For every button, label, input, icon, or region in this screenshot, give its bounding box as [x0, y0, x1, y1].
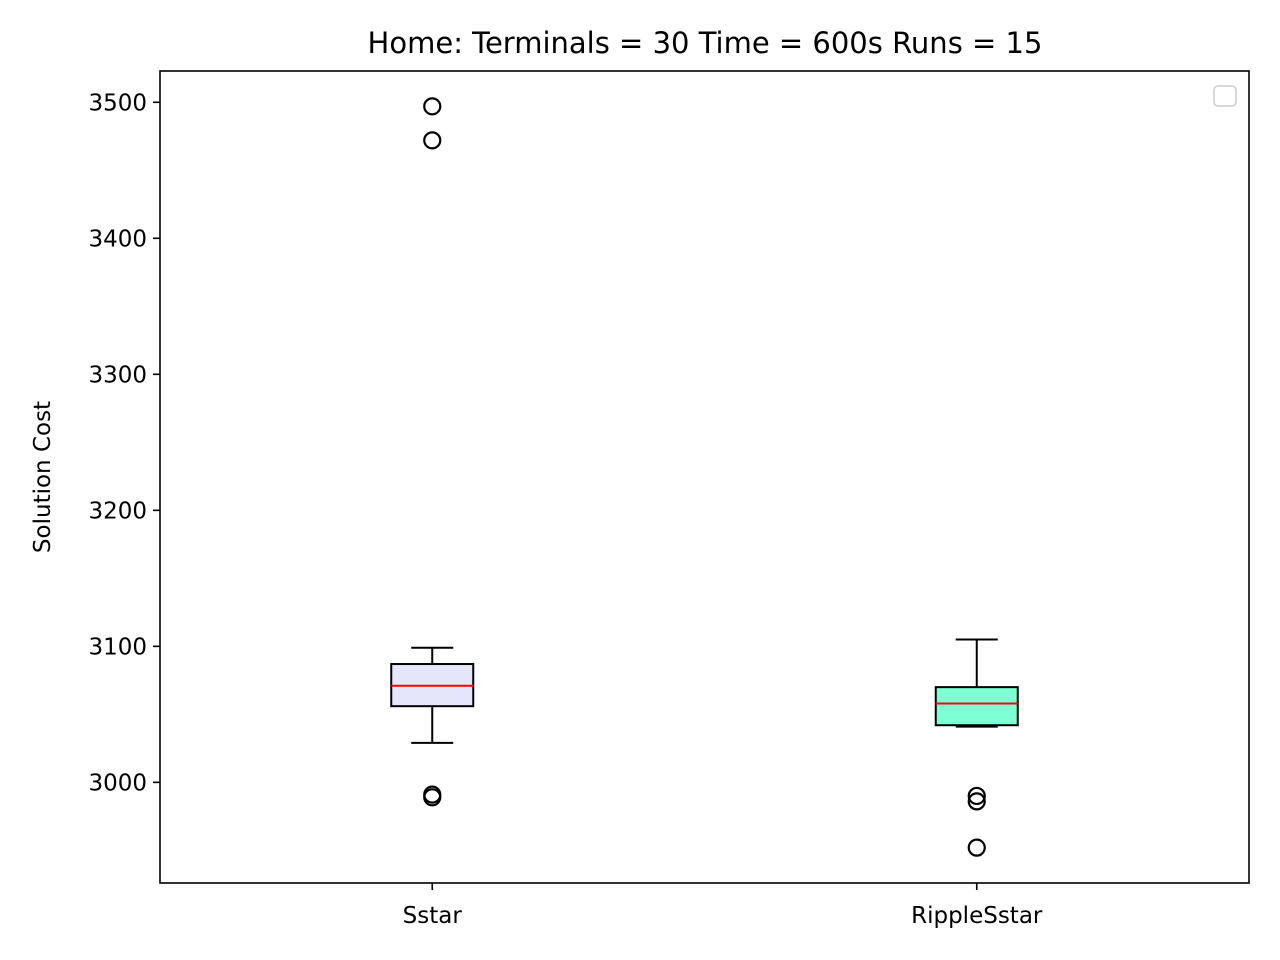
ripplesstar-outlier: [967, 786, 986, 806]
ripplesstar-outlier: [967, 838, 986, 857]
sstar-outlier: [423, 788, 442, 807]
x-tick-label: Sstar: [403, 903, 463, 929]
ripplesstar-box: [934, 686, 1019, 727]
y-tick-label: 3500: [88, 90, 147, 116]
sstar-outlier: [423, 131, 442, 150]
axes-frame: [159, 70, 1250, 884]
y-tick-label: 3300: [88, 362, 147, 388]
y-tick-label: 3200: [88, 498, 147, 524]
plot-area: 3000 3100 3200 3300 3400 3500 Sstar RippleSstar: [88, 70, 1250, 929]
y-axis-label: Solution Cost: [30, 401, 56, 553]
y-tick-label: 3400: [88, 226, 147, 252]
x-tick-label: RippleSstar: [911, 903, 1043, 929]
legend-box: [1213, 85, 1237, 107]
y-tick-label: 3000: [88, 770, 147, 796]
legend: [1213, 85, 1237, 107]
y-tick-label: 3100: [88, 634, 147, 660]
ripplesstar-outlier: [967, 792, 986, 811]
chart-title: Home: Terminals = 30 Time = 600s Runs = …: [368, 26, 1043, 60]
sstar-outlier: [423, 97, 442, 116]
